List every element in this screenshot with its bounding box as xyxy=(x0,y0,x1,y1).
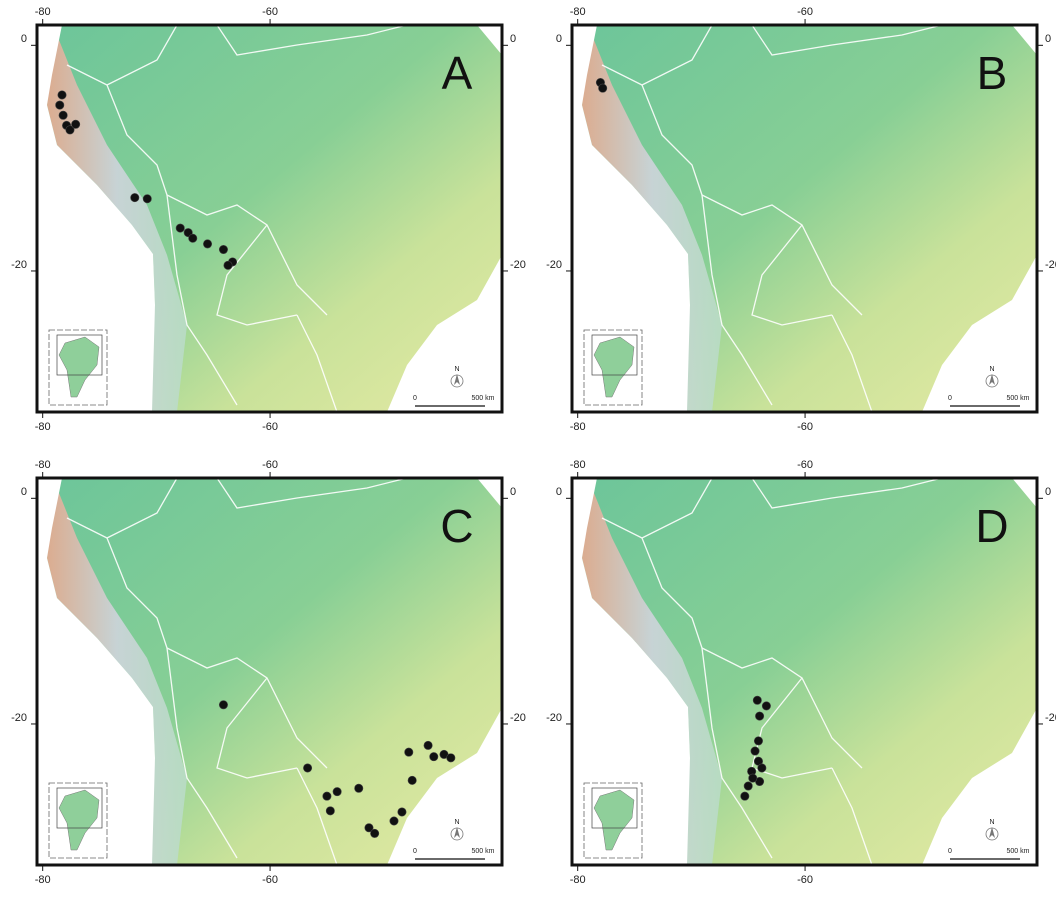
x-tick-label: -80 xyxy=(35,6,51,18)
x-tick-label: -80 xyxy=(35,459,51,471)
occurrence-point xyxy=(390,817,398,825)
north-label: N xyxy=(454,819,459,826)
occurrence-point xyxy=(323,792,331,800)
panel-label: B xyxy=(977,47,1008,99)
scale-start: 0 xyxy=(948,395,952,402)
y-tick-label: -20 xyxy=(11,259,27,271)
y-tick-label: -20 xyxy=(1045,259,1056,271)
occurrence-point xyxy=(326,807,334,815)
x-tick-label: -60 xyxy=(797,6,813,18)
x-tick-label: -60 xyxy=(797,874,813,886)
y-tick-label: 0 xyxy=(21,33,27,45)
x-tick-label: -80 xyxy=(35,421,51,433)
occurrence-point xyxy=(762,702,770,710)
x-tick-label: -80 xyxy=(570,6,586,18)
y-tick-label: -20 xyxy=(510,712,526,724)
occurrence-point xyxy=(131,193,139,201)
map-panel: C -80 -80 -60 -60 0 0 -20 -20 0 500 km N xyxy=(11,459,526,886)
panel-label: D xyxy=(975,500,1008,552)
occurrence-point xyxy=(355,784,363,792)
occurrence-point xyxy=(749,774,757,782)
panels: A -80 -80 -60 -60 0 0 -20 -20 0 500 km N B -80 -80 -60 -… xyxy=(11,6,1056,886)
x-tick-label: -60 xyxy=(262,421,278,433)
y-tick-label: 0 xyxy=(1045,33,1051,45)
occurrence-point xyxy=(71,120,79,128)
scale-start: 0 xyxy=(413,395,417,402)
occurrence-point xyxy=(224,261,232,269)
y-tick-label: 0 xyxy=(1045,486,1051,498)
y-tick-label: 0 xyxy=(21,486,27,498)
occurrence-point xyxy=(143,195,151,203)
scale-start: 0 xyxy=(413,848,417,855)
x-tick-label: -60 xyxy=(262,874,278,886)
occurrence-point xyxy=(189,234,197,242)
basemap xyxy=(37,478,502,865)
occurrence-point xyxy=(219,701,227,709)
north-label: N xyxy=(454,366,459,373)
occurrence-point xyxy=(176,224,184,232)
occurrence-point xyxy=(59,111,67,119)
map-panel: D -80 -80 -60 -60 0 0 -20 -20 0 500 km N xyxy=(546,459,1056,886)
x-tick-label: -80 xyxy=(35,874,51,886)
occurrence-point xyxy=(405,748,413,756)
basemap xyxy=(37,25,502,412)
occurrence-point xyxy=(56,101,64,109)
panel-label: C xyxy=(440,500,473,552)
occurrence-point xyxy=(370,829,378,837)
occurrence-point xyxy=(398,808,406,816)
map-area xyxy=(572,25,1037,412)
y-tick-label: 0 xyxy=(510,486,516,498)
occurrence-point xyxy=(754,737,762,745)
map-area xyxy=(37,478,502,865)
scale-end: 500 km xyxy=(472,395,495,402)
map-panel: B -80 -80 -60 -60 0 0 -20 -20 0 500 km N xyxy=(546,6,1056,433)
panel-label: A xyxy=(442,47,473,99)
scale-end: 500 km xyxy=(1007,848,1030,855)
occurrence-point xyxy=(744,782,752,790)
y-tick-label: -20 xyxy=(546,259,562,271)
map-area xyxy=(572,478,1037,865)
y-tick-label: 0 xyxy=(510,33,516,45)
x-tick-label: -60 xyxy=(797,459,813,471)
occurrence-point xyxy=(741,792,749,800)
occurrence-point xyxy=(333,787,341,795)
scale-end: 500 km xyxy=(472,848,495,855)
occurrence-point xyxy=(447,754,455,762)
occurrence-point xyxy=(430,752,438,760)
page: A -80 -80 -60 -60 0 0 -20 -20 0 500 km N B -80 -80 -60 -… xyxy=(0,0,1056,898)
map-panel: A -80 -80 -60 -60 0 0 -20 -20 0 500 km N xyxy=(11,6,526,433)
occurrence-point xyxy=(219,245,227,253)
basemap xyxy=(572,25,1037,412)
occurrence-point xyxy=(203,240,211,248)
occurrence-point xyxy=(753,696,761,704)
occurrence-point xyxy=(303,764,311,772)
occurrence-point xyxy=(598,84,606,92)
north-label: N xyxy=(989,366,994,373)
y-tick-label: -20 xyxy=(11,712,27,724)
figure: A -80 -80 -60 -60 0 0 -20 -20 0 500 km N B -80 -80 -60 -… xyxy=(0,0,1056,893)
y-tick-label: -20 xyxy=(510,259,526,271)
x-tick-label: -80 xyxy=(570,459,586,471)
occurrence-point xyxy=(408,776,416,784)
map-area xyxy=(37,25,502,412)
occurrence-point xyxy=(758,764,766,772)
occurrence-point xyxy=(58,91,66,99)
scale-end: 500 km xyxy=(1007,395,1030,402)
y-tick-label: -20 xyxy=(546,712,562,724)
y-tick-label: 0 xyxy=(556,486,562,498)
occurrence-point xyxy=(424,741,432,749)
x-tick-label: -60 xyxy=(262,6,278,18)
x-tick-label: -60 xyxy=(797,421,813,433)
x-tick-label: -80 xyxy=(570,421,586,433)
occurrence-point xyxy=(755,712,763,720)
north-label: N xyxy=(989,819,994,826)
occurrence-point xyxy=(751,747,759,755)
basemap xyxy=(572,478,1037,865)
scale-start: 0 xyxy=(948,848,952,855)
y-tick-label: 0 xyxy=(556,33,562,45)
x-tick-label: -60 xyxy=(262,459,278,471)
y-tick-label: -20 xyxy=(1045,712,1056,724)
x-tick-label: -80 xyxy=(570,874,586,886)
